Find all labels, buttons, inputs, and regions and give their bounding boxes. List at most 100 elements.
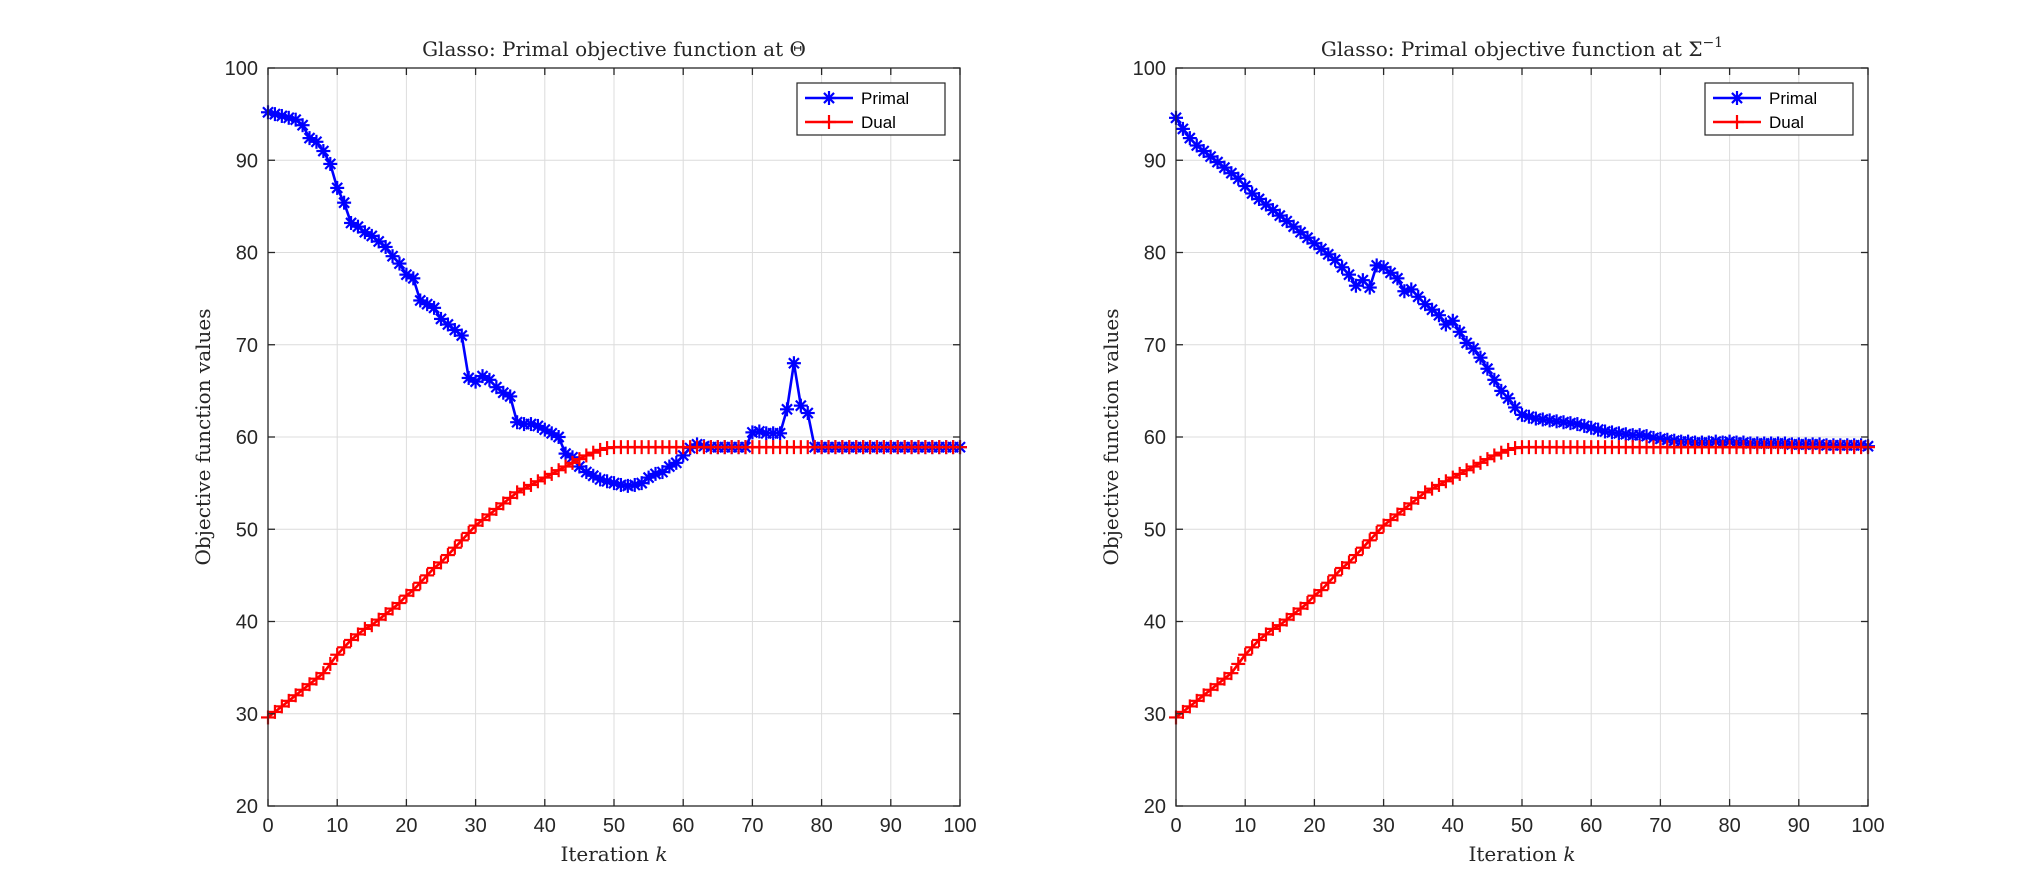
x-tick-label: 60: [1580, 815, 1602, 837]
chart-title: Glasso: Primal objective function at Θ: [422, 37, 806, 61]
x-tick-label: 90: [880, 815, 902, 837]
data-point-primal: [593, 472, 608, 487]
ticks: [267, 67, 961, 807]
y-tick-label: 60: [1144, 427, 1166, 449]
data-point-dual: [1224, 666, 1239, 681]
data-point-primal: [1452, 324, 1467, 339]
x-tick-label: 90: [1788, 815, 1810, 837]
data-point-primal: [1473, 350, 1488, 365]
data-point-dual: [1245, 640, 1260, 655]
legend-entry-dual: Dual: [805, 113, 896, 132]
data-point-primal: [1342, 267, 1356, 282]
chart-panel-1: 0 10 20 30 40 50 60 70 80 90 100 20 30 40 50 60 70 80 90 10…: [191, 37, 977, 866]
data-point-primal: [551, 430, 566, 444]
chart-title-superscript: −1: [1702, 35, 1723, 51]
y-tick-label: 20: [236, 796, 258, 818]
data-point-dual: [461, 525, 476, 540]
x-tick-label: 10: [1234, 815, 1256, 837]
chart-title-text: Glasso: Primal objective function at: [422, 37, 789, 61]
data-point-dual: [593, 442, 608, 457]
data-point-dual: [1314, 583, 1329, 598]
legend-label: Dual: [861, 113, 896, 132]
data-point-dual: [1300, 596, 1315, 611]
data-point-dual: [440, 548, 455, 563]
data-point-dual: [1328, 568, 1343, 583]
data-point-primal: [392, 256, 407, 271]
data-point-dual: [1362, 533, 1377, 548]
data-point-primal: [1466, 341, 1481, 356]
data-point-dual: [413, 575, 428, 590]
data-point-primal: [309, 134, 324, 149]
data-point-primal: [800, 406, 815, 421]
data-point-primal: [406, 271, 421, 286]
x-axis-label-variable: k: [655, 842, 667, 866]
data-point-dual: [1238, 647, 1253, 662]
y-tick-label: 40: [236, 612, 258, 634]
data-point-primal: [316, 144, 331, 159]
x-axis-label: Iteration k: [1468, 842, 1575, 866]
data-point-dual: [1501, 442, 1516, 457]
data-point-primal: [323, 156, 338, 171]
x-tick-label: 10: [326, 815, 348, 837]
x-tick-label: 30: [1372, 815, 1394, 837]
x-tick-label: 40: [534, 815, 556, 837]
x-axis-label-variable: k: [1563, 842, 1575, 866]
series-dual: [1169, 440, 1875, 725]
legend-box: [796, 82, 946, 136]
x-tick-label: 100: [1851, 815, 1884, 837]
data-point-primal: [1390, 271, 1405, 286]
data-point-dual: [1355, 540, 1370, 555]
x-tick-label: 60: [672, 815, 694, 837]
legend-label: Primal: [1769, 89, 1817, 108]
legend-swatch-marker: [1730, 115, 1744, 129]
legend: Primal Dual: [796, 82, 946, 136]
x-tick-label: 30: [464, 815, 486, 837]
x-axis-label-text: Iteration: [560, 842, 655, 866]
data-point-primal: [1445, 313, 1460, 328]
x-tick-label: 70: [1649, 815, 1671, 837]
y-tick-label: 70: [1144, 335, 1166, 357]
legend-swatch-marker: [1730, 91, 1744, 105]
chart-title-text: Glasso: Primal objective function at: [1321, 37, 1688, 61]
data-point-dual: [454, 533, 469, 548]
ticks: [1175, 67, 1869, 807]
x-tick-label: 80: [810, 815, 832, 837]
y-tick-label: 80: [1144, 243, 1166, 265]
data-point-primal: [454, 328, 469, 343]
x-tick-label: 80: [1718, 815, 1740, 837]
data-point-dual: [579, 448, 594, 463]
data-point-dual: [330, 647, 345, 662]
legend: Primal Dual: [1704, 82, 1854, 136]
data-point-primal: [786, 356, 801, 371]
data-point-primal: [503, 389, 518, 404]
x-tick-label: 40: [1442, 815, 1464, 837]
data-point-primal: [427, 300, 442, 315]
y-tick-label: 70: [236, 335, 258, 357]
data-point-dual: [420, 568, 435, 583]
chart-panel-2: 0 10 20 30 40 50 60 70 80 90 100 20 30 40 50 60 70 80 90 10…: [1099, 35, 1885, 866]
x-tick-label: 0: [262, 815, 273, 837]
data-point-dual: [392, 596, 407, 611]
y-tick-label: 30: [1144, 704, 1166, 726]
data-point-dual: [406, 583, 421, 598]
data-point-primal: [1397, 284, 1412, 299]
x-tick-label: 20: [1303, 815, 1325, 837]
legend-entry-primal: Primal: [805, 89, 909, 108]
data-point-dual: [1487, 448, 1502, 463]
y-tick-label: 40: [1144, 612, 1166, 634]
y-axis-label: Objective function values: [1099, 308, 1123, 565]
data-point-primal: [1431, 308, 1446, 323]
data-point-primal: [330, 180, 345, 195]
data-point-primal: [1487, 372, 1502, 387]
x-axis-label: Iteration k: [560, 842, 667, 866]
series-dual: [261, 440, 967, 725]
data-point-primal: [1175, 121, 1190, 136]
chart-title-symbol: Θ: [790, 37, 806, 61]
y-tick-label: 80: [236, 243, 258, 265]
chart-title-symbol: Σ: [1688, 37, 1702, 61]
data-point-dual: [586, 445, 601, 460]
data-point-primal: [773, 426, 788, 441]
data-point-primal: [1279, 214, 1294, 229]
data-point-dual: [323, 656, 338, 671]
